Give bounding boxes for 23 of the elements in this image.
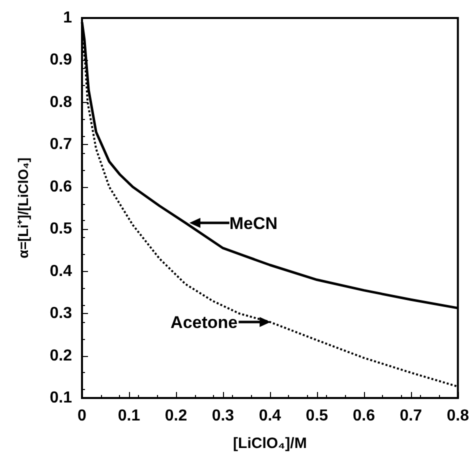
annotation: MeCN [229,214,278,233]
y-tick-label: 0.5 [50,220,72,238]
y-axis-title: α=[Li⁺]/[LiClO₄] [15,158,31,258]
x-tick-label: 0.1 [118,408,140,424]
y-tick-label: 0.9 [50,52,72,69]
x-tick-label: 0.5 [306,408,328,424]
x-tick-label: 0.3 [212,408,234,424]
y-tick-label: 0.2 [50,347,72,364]
x-tick-label: 0.4 [258,408,282,424]
y-tick-label: 0.1 [50,390,72,406]
y-tick-label: 0.7 [50,136,72,154]
x-tick-label: 0.7 [400,408,422,424]
annotation: Acetone [170,313,238,332]
x-tick-label: 0.2 [164,408,188,424]
y-tick-label: 1 [63,10,72,26]
x-tick-label: 0.6 [352,408,376,424]
y-tick-label: 0.3 [50,305,72,322]
y-tick-label: 0.8 [50,94,72,111]
x-tick-label: 0.8 [446,408,470,424]
x-axis-title: [LiClO₄]/M [233,435,307,452]
y-tick-label: 0.6 [50,178,72,196]
y-tick-label: 0.4 [50,262,72,280]
x-tick-label: 0 [78,408,87,424]
